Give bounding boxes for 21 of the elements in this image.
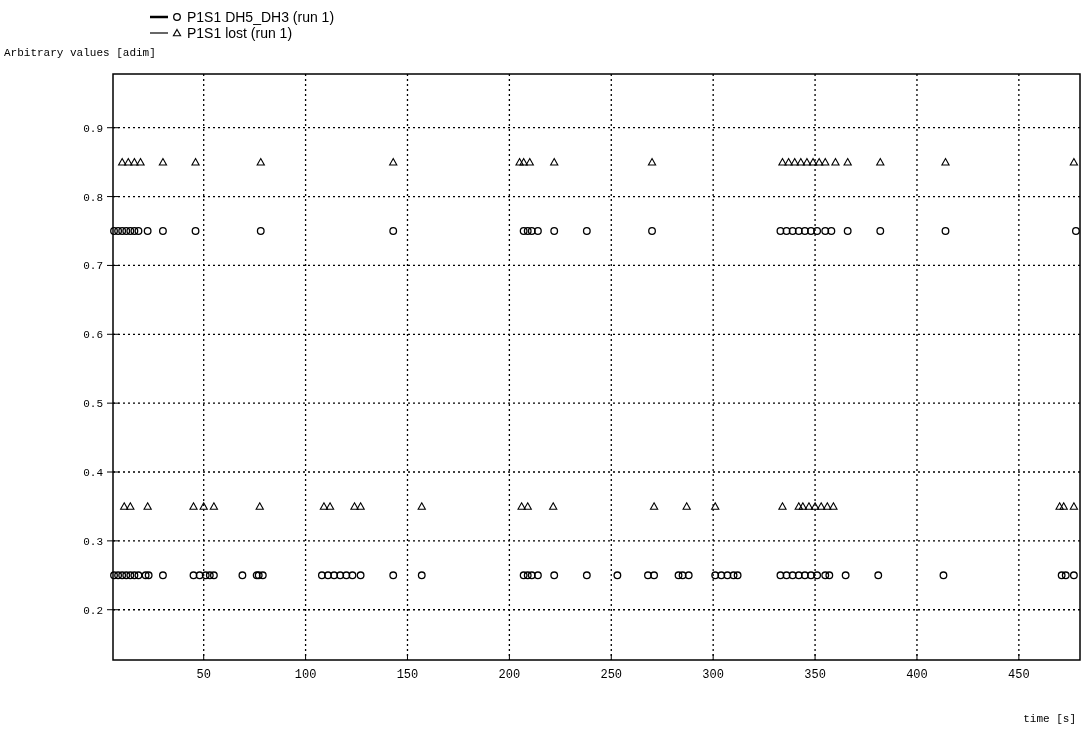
y-tick-label: 0.9 <box>83 122 103 135</box>
x-tick-label: 50 <box>196 668 211 682</box>
x-tick-label: 150 <box>396 668 419 682</box>
y-tick-label: 0.4 <box>83 467 104 480</box>
y-tick-label: 0.5 <box>83 398 103 411</box>
legend-label: P1S1 lost (run 1) <box>187 25 293 41</box>
x-tick-label: 250 <box>600 668 623 682</box>
x-tick-label: 450 <box>1008 668 1030 682</box>
y-tick-label: 0.7 <box>83 260 103 273</box>
x-tick-label: 100 <box>294 668 317 682</box>
x-tick-label: 400 <box>906 668 928 682</box>
x-axis-title: time [s] <box>1023 713 1076 725</box>
y-tick-label: 0.3 <box>83 535 103 548</box>
y-tick-label: 0.8 <box>83 191 103 204</box>
y-tick-label: 0.2 <box>83 604 103 617</box>
x-tick-label: 200 <box>498 668 521 682</box>
x-tick-label: 350 <box>804 668 826 682</box>
legend-label: P1S1 DH5_DH3 (run 1) <box>187 9 335 25</box>
y-axis-title: Arbitrary values [adim] <box>4 47 156 59</box>
x-tick-label: 300 <box>702 668 724 682</box>
y-tick-label: 0.6 <box>83 329 103 342</box>
